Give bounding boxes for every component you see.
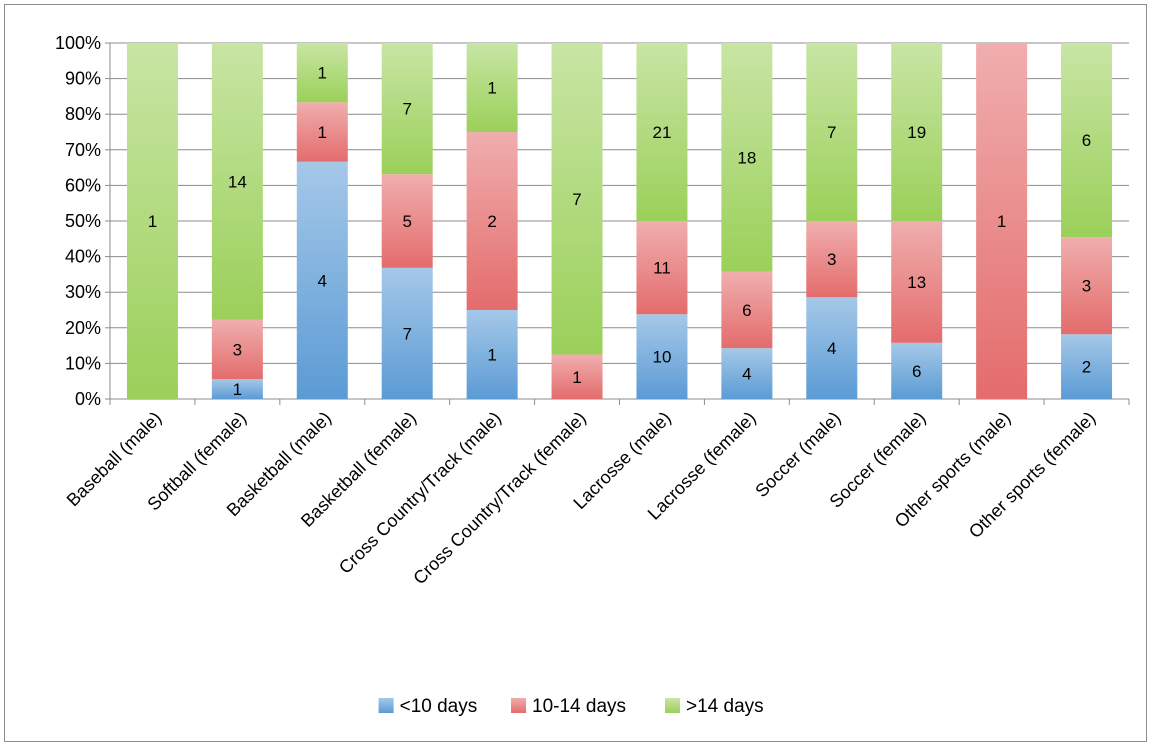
- y-tick-label: 80%: [65, 104, 101, 124]
- data-label: 5: [402, 212, 411, 231]
- bar-segment: [296, 102, 348, 162]
- bar-segment: [466, 310, 518, 399]
- legend-swatch: [511, 698, 526, 713]
- bar-segment: [721, 271, 773, 349]
- bar-segment: [466, 43, 518, 132]
- chart-frame: 1 1 3 14 4 1 1 7 5 7 1 2 1 1 7 10 11 21 4 6 18 4 3 7 6 13 19 1 2 3 6 B…: [4, 4, 1147, 742]
- legend-label: 10-14 days: [532, 696, 626, 717]
- axes: [109, 43, 1130, 405]
- y-tick-label: 60%: [65, 175, 101, 195]
- legend: <10 days 10-14 days >14 days: [378, 696, 764, 717]
- bar-segment: [126, 43, 178, 399]
- legend-item: >14 days: [665, 696, 764, 717]
- data-label: 1: [487, 346, 496, 365]
- legend-label: <10 days: [400, 696, 478, 717]
- data-label: 6: [1082, 131, 1091, 150]
- bar-segment: [381, 267, 433, 399]
- legend-label: >14 days: [686, 696, 764, 717]
- y-tick-label: 20%: [65, 318, 101, 338]
- data-label: 6: [912, 362, 921, 381]
- data-label: 10: [652, 348, 671, 367]
- y-tick-label: 10%: [65, 353, 101, 373]
- bar-segment: [296, 161, 348, 399]
- y-tick-label: 40%: [65, 247, 101, 267]
- bar-segment: [551, 43, 603, 355]
- data-label: 14: [228, 172, 247, 191]
- bar-segment: [721, 348, 773, 399]
- data-label: 7: [402, 324, 411, 343]
- bar-segment: [381, 174, 433, 268]
- data-label: 2: [1082, 358, 1091, 377]
- bar-segment: [891, 221, 943, 343]
- bar-segment: [211, 379, 263, 399]
- data-label: 7: [572, 190, 581, 209]
- x-tick-labels: Baseball (male)Softball (female)Basketba…: [63, 408, 1100, 589]
- data-label: 13: [907, 273, 926, 292]
- bar-segment: [211, 319, 263, 380]
- legend-swatch: [665, 698, 680, 713]
- x-tick-label: Cross Country/Track (female): [409, 408, 590, 589]
- bar-segment: [891, 43, 943, 221]
- bar-segment: [1061, 43, 1113, 238]
- data-label: 4: [827, 339, 836, 358]
- y-tick-label: 90%: [65, 69, 101, 89]
- data-label: 1: [233, 380, 242, 399]
- x-tick-label: Cross Country/Track (male): [335, 408, 505, 578]
- bar-segment: [806, 43, 858, 221]
- bar-segment: [636, 314, 688, 399]
- data-label: 6: [742, 301, 751, 320]
- bar-segment: [1061, 334, 1113, 399]
- data-label: 7: [827, 123, 836, 142]
- data-label: 19: [907, 123, 926, 142]
- y-tick-label: 100%: [55, 33, 101, 53]
- data-label: 4: [742, 365, 751, 384]
- bars: [126, 43, 1113, 399]
- y-tick-labels: 0% 10% 20% 30% 40% 50% 60% 70% 80% 90% 100%: [55, 33, 101, 409]
- data-label: 1: [997, 212, 1006, 231]
- bar-segment: [636, 43, 688, 221]
- bar-segment: [721, 43, 773, 272]
- y-tick-label: 30%: [65, 282, 101, 302]
- data-label: 11: [653, 259, 671, 278]
- data-label: 21: [652, 123, 671, 142]
- data-label: 1: [148, 212, 157, 231]
- bar-segment: [891, 342, 943, 399]
- y-tick-label: 50%: [65, 211, 101, 231]
- bar-segment: [976, 43, 1028, 399]
- data-label: 3: [1082, 277, 1091, 296]
- data-label: 3: [233, 341, 242, 360]
- data-label: 2: [487, 212, 496, 231]
- bar-segment: [211, 43, 263, 320]
- gridlines: [105, 42, 1129, 400]
- legend-swatch: [378, 698, 394, 713]
- legend-item: <10 days: [378, 696, 478, 717]
- x-tick-label: Soccer (male): [751, 408, 844, 501]
- data-label: 1: [318, 123, 327, 142]
- data-label: 4: [318, 271, 327, 290]
- legend-item: 10-14 days: [511, 696, 626, 717]
- bar-segment: [551, 354, 603, 399]
- data-label: 1: [487, 79, 496, 98]
- bar-segment: [806, 221, 858, 298]
- y-tick-label: 70%: [65, 140, 101, 160]
- bar-segment: [381, 43, 433, 175]
- data-label: 3: [827, 250, 836, 269]
- bar-segment: [636, 221, 688, 315]
- data-label: 1: [572, 368, 581, 387]
- bar-segment: [296, 43, 348, 103]
- bar-segment: [466, 132, 518, 310]
- data-label: 18: [737, 148, 756, 167]
- data-label: 1: [318, 64, 327, 83]
- bar-segment: [1061, 237, 1113, 335]
- bar-segment: [806, 297, 858, 399]
- y-tick-label: 0%: [75, 389, 101, 409]
- data-label: 7: [402, 100, 411, 119]
